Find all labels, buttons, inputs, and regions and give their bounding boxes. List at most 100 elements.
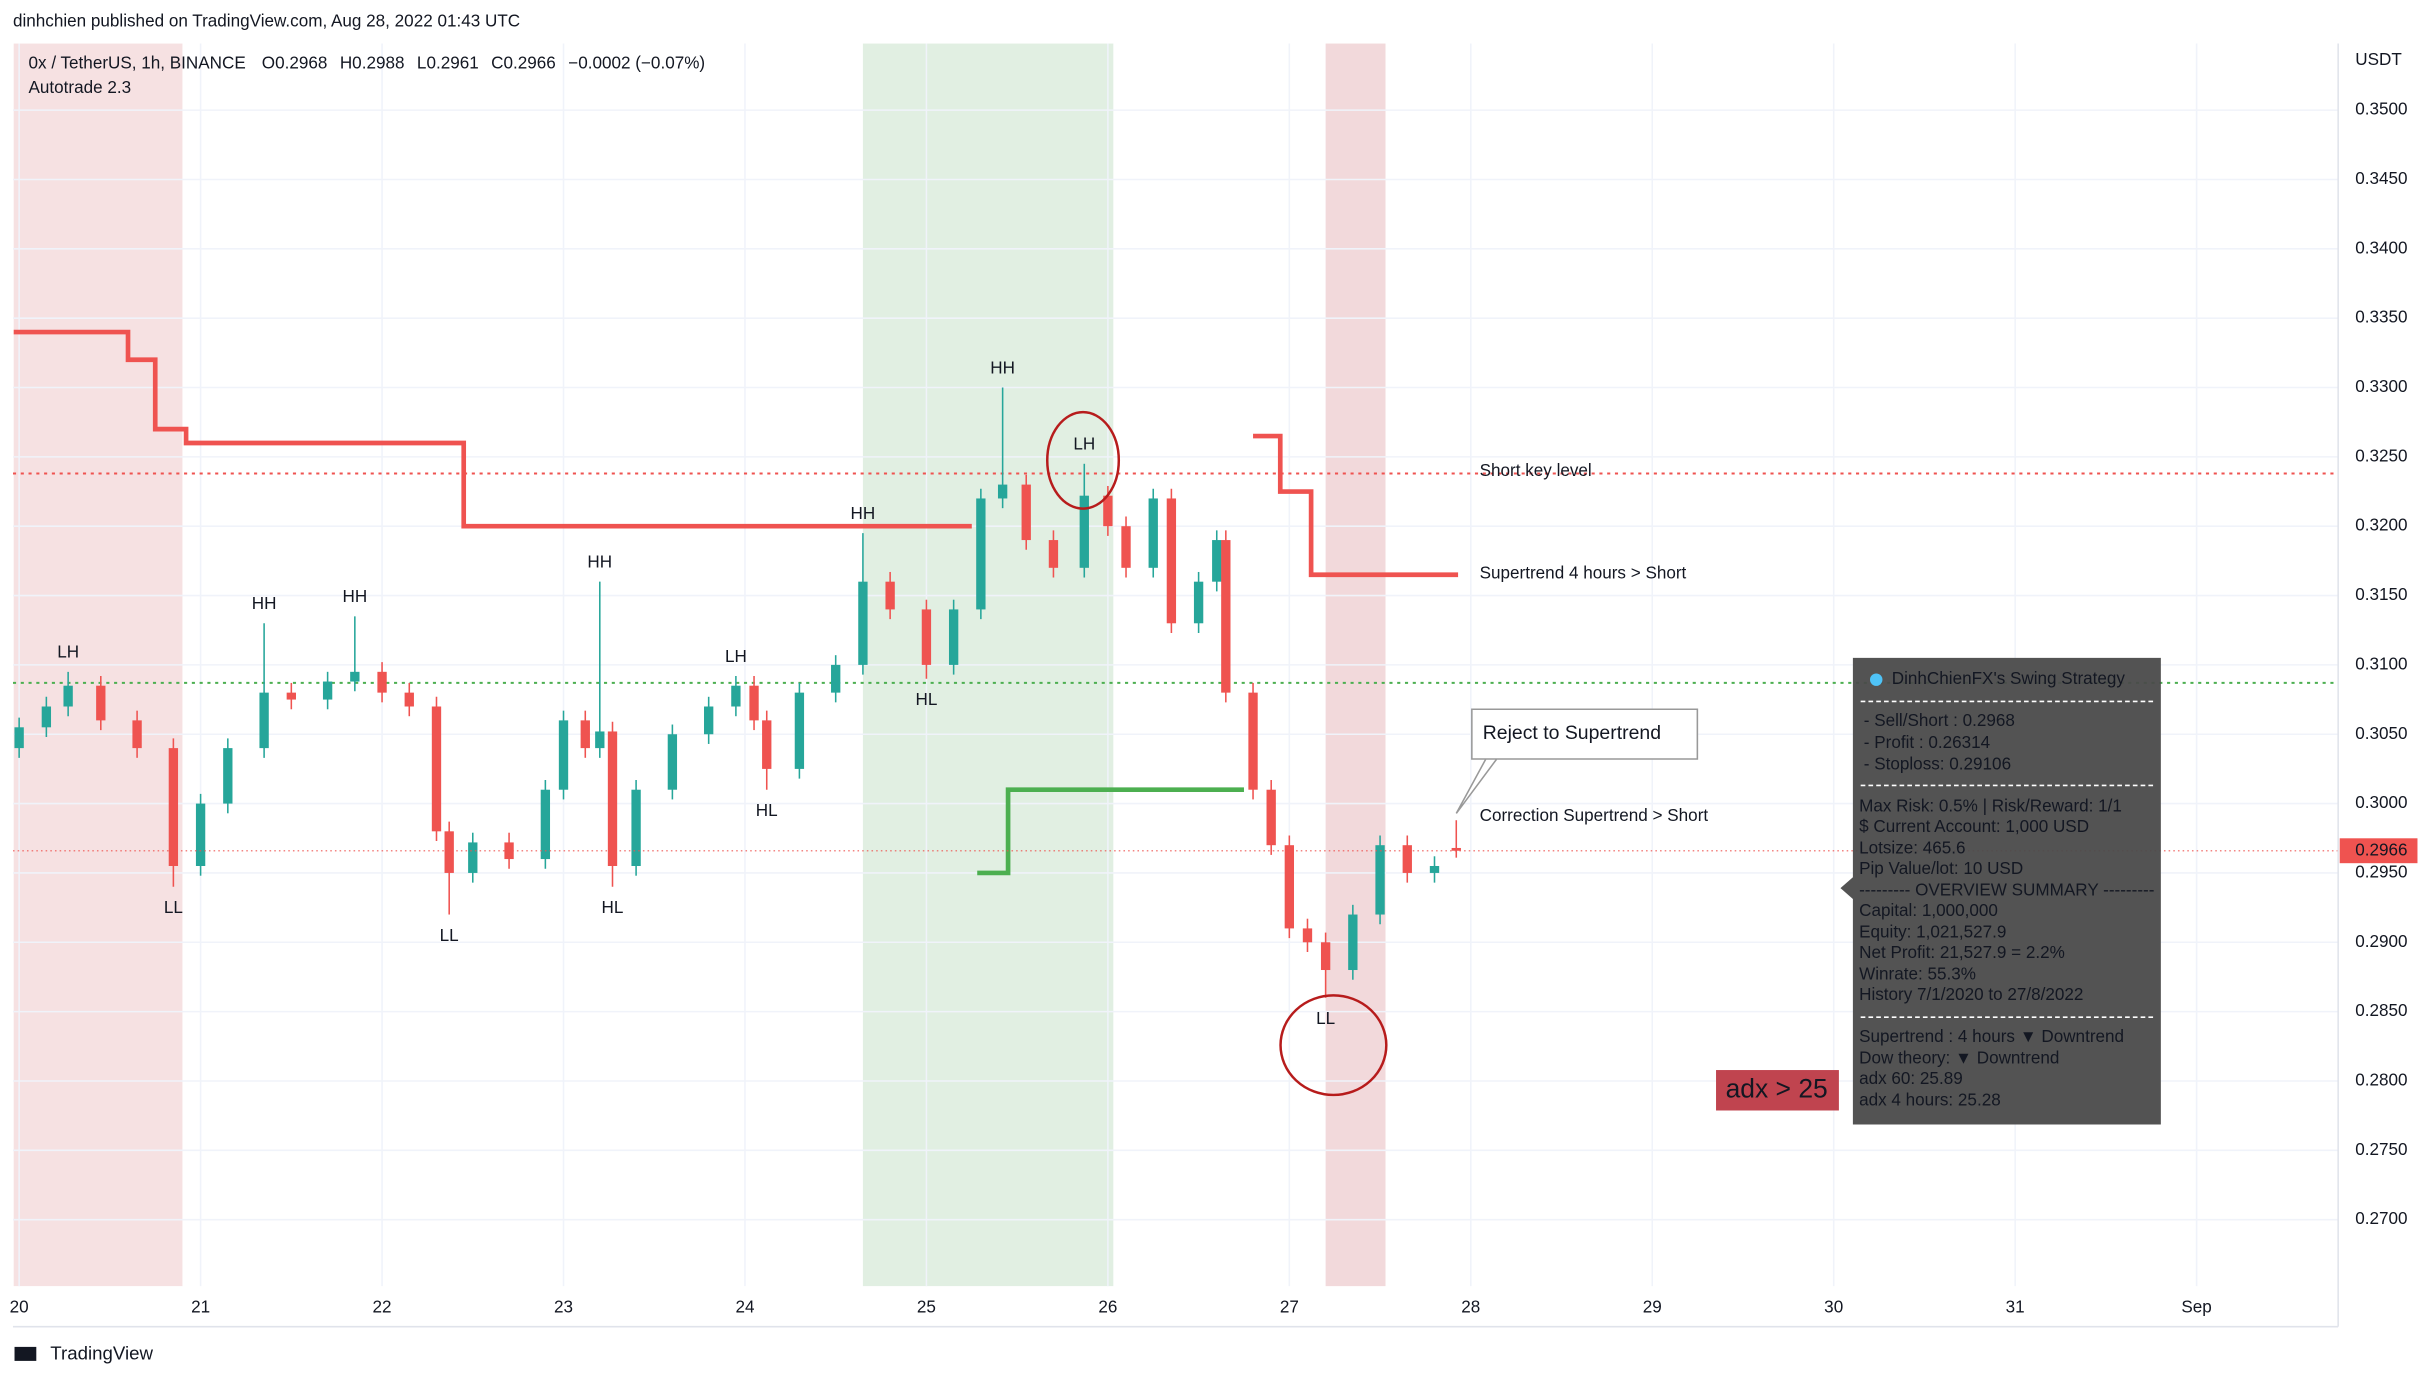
- price-tag-label: 0.2966: [2355, 840, 2407, 859]
- candle-body: [1284, 845, 1295, 929]
- info-line: History 7/1/2020 to 27/8/2022: [1859, 985, 2083, 1004]
- info-line: - Profit : 0.26314: [1864, 733, 1990, 752]
- x-tick-label: 20: [10, 1298, 29, 1317]
- x-tick-label: 27: [1280, 1298, 1299, 1317]
- legend-value: H0.2988: [340, 53, 405, 72]
- y-tick-label: 0.3150: [2355, 585, 2407, 604]
- highlight-circle: [1279, 994, 1388, 1097]
- symbol: 0x / TetherUS, 1h, BINANCE: [29, 53, 246, 72]
- swing-label: LL: [164, 898, 183, 917]
- candle-body: [223, 748, 233, 804]
- y-tick-label: 0.3100: [2355, 654, 2407, 673]
- swing-label: HL: [915, 690, 937, 709]
- candle-body: [607, 731, 618, 866]
- legend-value: L0.2961: [417, 53, 479, 72]
- x-tick-label: 31: [2006, 1298, 2025, 1317]
- candle-body: [885, 581, 895, 610]
- y-tick-label: 0.2700: [2355, 1209, 2407, 1228]
- candle-body: [749, 685, 759, 721]
- candle-body: [997, 484, 1008, 499]
- candle-body: [1429, 865, 1440, 873]
- x-tick-label: 23: [554, 1298, 573, 1317]
- candle-body: [558, 720, 569, 790]
- legend-value: −0.0002 (−0.07%): [568, 53, 705, 72]
- annotation: Supertrend 4 hours > Short: [1480, 563, 1687, 582]
- candle-body: [704, 706, 714, 735]
- y-tick-label: 0.3200: [2355, 516, 2407, 535]
- y-tick-label: 0.3500: [2355, 100, 2407, 119]
- candle-body: [444, 831, 454, 873]
- candle-body: [377, 671, 387, 693]
- candle-body: [731, 685, 741, 707]
- x-tick-label: 21: [191, 1298, 210, 1317]
- x-tick-label: 26: [1098, 1298, 1117, 1317]
- swing-label: LH: [725, 647, 747, 666]
- info-line: Lotsize: 465.6: [1859, 839, 1965, 858]
- candle-body: [132, 720, 142, 749]
- badge: [1716, 1070, 1839, 1111]
- x-tick-label: 24: [735, 1298, 754, 1317]
- candle-body: [762, 720, 772, 769]
- candle-body: [404, 692, 414, 707]
- candle-body: [948, 609, 959, 665]
- info-line: Pip Value/lot: 10 USD: [1859, 859, 2023, 878]
- candle-body: [1266, 789, 1276, 846]
- y-tick-label: 0.2800: [2355, 1070, 2407, 1089]
- header: dinhchien published on TradingView.com, …: [13, 11, 520, 30]
- candle-body: [1451, 847, 1461, 851]
- info-line: Supertrend : 4 hours ▼ Downtrend: [1859, 1027, 2124, 1046]
- legend-value: C0.2966: [491, 53, 556, 72]
- callout: [1455, 708, 1699, 814]
- candle-body: [1121, 526, 1131, 568]
- candle-body: [667, 734, 678, 790]
- swing-label: LH: [1073, 435, 1095, 454]
- candle-body: [976, 498, 986, 610]
- x-tick-label: 29: [1643, 1298, 1662, 1317]
- candle-body: [1248, 692, 1258, 790]
- candle-body: [259, 692, 269, 749]
- candle-body: [858, 581, 868, 665]
- swing-label: HL: [602, 898, 624, 917]
- candle-body: [1212, 540, 1222, 582]
- swing-label: HL: [756, 801, 778, 820]
- x-tick-label: 25: [917, 1298, 936, 1317]
- x-tick-label: Sep: [2181, 1298, 2211, 1317]
- y-tick-label: 0.2900: [2355, 932, 2407, 951]
- candle-body: [1402, 845, 1412, 873]
- candle-body: [322, 681, 333, 700]
- info-title: DinhChienFX's Swing Strategy: [1892, 669, 2126, 688]
- info-line: Dow theory: ▼ Downtrend: [1859, 1049, 2059, 1068]
- supertrend-line: [1253, 433, 1459, 578]
- footer: TradingView: [50, 1343, 153, 1364]
- candle-body: [1048, 540, 1059, 568]
- candle-body: [1193, 581, 1204, 624]
- y-tick-label: 0.3300: [2355, 377, 2407, 396]
- candle-body: [921, 609, 932, 665]
- annotation: Reject to Supertrend: [1483, 722, 1661, 744]
- info-line: Max Risk: 0.5% | Risk/Reward: 1/1: [1859, 797, 2122, 816]
- swing-label: HH: [252, 594, 277, 613]
- candle-body: [1079, 495, 1089, 568]
- y-tick-label: 0.2850: [2355, 1001, 2407, 1020]
- candle-body: [1320, 942, 1331, 971]
- annotation: adx > 25: [1726, 1073, 1828, 1103]
- y-tick-label: 0.3250: [2355, 446, 2407, 465]
- price-tag: [2339, 838, 2418, 864]
- highlight-circle: [1046, 410, 1121, 510]
- x-tick-label: 30: [1824, 1298, 1843, 1317]
- candle-body: [468, 842, 478, 873]
- swing-label: LL: [1316, 1009, 1335, 1028]
- candle-body: [14, 727, 24, 749]
- candle-body: [794, 692, 805, 769]
- candle-body: [595, 731, 605, 749]
- swing-label: HH: [990, 358, 1015, 377]
- info-line: - Stoploss: 0.29106: [1864, 755, 2011, 774]
- info-box: [1840, 657, 2161, 1125]
- candle-body: [1021, 484, 1031, 541]
- swing-label: HH: [587, 553, 612, 572]
- y-tick-label: 0.3450: [2355, 169, 2407, 188]
- supertrend-line: [13, 329, 972, 529]
- candle-body: [540, 789, 551, 860]
